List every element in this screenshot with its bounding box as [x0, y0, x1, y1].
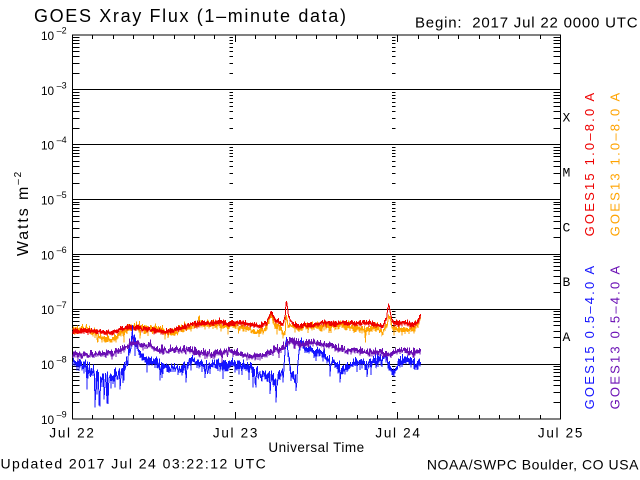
svg-text:10: 10	[41, 84, 55, 98]
svg-text:–8: –8	[57, 355, 67, 365]
svg-text:A: A	[563, 330, 571, 345]
svg-text:GOES13 0.5–4.0 A: GOES13 0.5–4.0 A	[608, 264, 623, 410]
svg-text:10: 10	[41, 194, 55, 208]
svg-text:GOES Xray Flux (1–minute data): GOES Xray Flux (1–minute data)	[34, 6, 348, 26]
svg-text:C: C	[563, 221, 571, 236]
svg-text:Universal Time: Universal Time	[268, 440, 364, 455]
svg-text:10: 10	[41, 139, 55, 153]
svg-text:10: 10	[41, 413, 55, 427]
svg-text:GOES15 1.0–8.0 A: GOES15 1.0–8.0 A	[582, 91, 597, 237]
svg-text:NOAA/SWPC Boulder, CO USA: NOAA/SWPC Boulder, CO USA	[427, 457, 639, 473]
svg-text:10: 10	[41, 248, 55, 262]
svg-text:–5: –5	[57, 190, 67, 200]
svg-text:–2: –2	[57, 26, 67, 36]
svg-text:X: X	[563, 111, 571, 126]
svg-text:Watts m–2: Watts m–2	[13, 170, 32, 256]
svg-text:M: M	[563, 166, 571, 181]
svg-text:Jul 25: Jul 25	[538, 426, 584, 441]
svg-text:Jul 23: Jul 23	[213, 426, 259, 441]
svg-text:Jul 22: Jul 22	[49, 426, 95, 441]
svg-text:GOES15 0.5–4.0 A: GOES15 0.5–4.0 A	[582, 264, 597, 410]
svg-text:–3: –3	[57, 80, 67, 90]
svg-text:–4: –4	[57, 135, 67, 145]
svg-text:–7: –7	[57, 300, 67, 310]
svg-text:Updated 2017 Jul 24 03:22:12 U: Updated 2017 Jul 24 03:22:12 UTC	[1, 456, 268, 472]
svg-text:GOES13 1.0–8.0 A: GOES13 1.0–8.0 A	[608, 91, 623, 237]
svg-text:Begin: 2017 Jul 22 0000 UTC: Begin: 2017 Jul 22 0000 UTC	[415, 15, 638, 32]
svg-text:–6: –6	[57, 245, 67, 255]
svg-text:–9: –9	[57, 410, 67, 420]
svg-text:10: 10	[41, 29, 55, 43]
svg-text:10: 10	[41, 303, 55, 317]
svg-text:10: 10	[41, 358, 55, 372]
svg-text:B: B	[563, 275, 571, 290]
svg-text:Jul 24: Jul 24	[375, 426, 421, 441]
